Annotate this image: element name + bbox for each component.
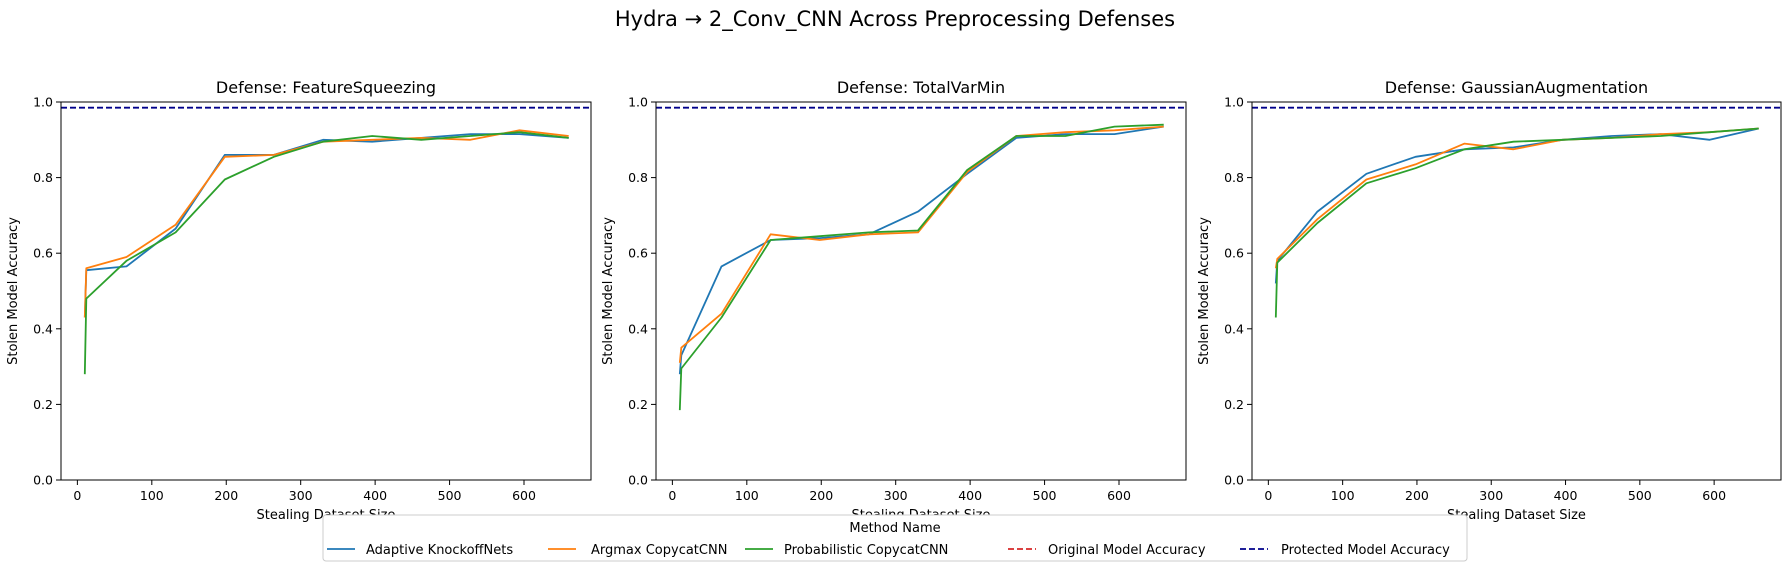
y-tick-label: 1.0 [33, 95, 53, 110]
y-tick-label: 0.8 [33, 170, 53, 185]
y-tick-label: 1.0 [628, 95, 648, 110]
subplot-title: Defense: GaussianAugmentation [1385, 78, 1648, 97]
y-tick-label: 1.0 [1224, 95, 1244, 110]
x-tick-label: 200 [214, 488, 238, 503]
legend-frame [322, 514, 1468, 562]
y-tick-label: 0.0 [33, 473, 53, 488]
legend: Method Name Adaptive KnockoffNets Argmax… [322, 514, 1468, 562]
axes-frame [60, 101, 592, 481]
y-tick-label: 0.8 [1224, 170, 1244, 185]
y-axis-label: Stolen Model Accuracy [6, 217, 21, 365]
x-tick-label: 600 [1702, 488, 1726, 503]
series-line-argmax-copycatcnn [678, 125, 1164, 363]
series-line-probabilistic-copycatcnn [83, 131, 569, 375]
x-tick-label: 300 [884, 488, 908, 503]
x-tick-label: 0 [73, 488, 81, 503]
legend-entry-original-model-accuracy: Original Model Accuracy [1008, 543, 1206, 558]
series-line-adaptive-knockoffnets [83, 133, 569, 318]
legend-title: Method Name [849, 521, 940, 536]
x-tick-label: 400 [1554, 488, 1578, 503]
x-tick-label: 100 [735, 488, 759, 503]
subplot-gaussianaugmentation: Defense: GaussianAugmentation Stealing D… [1197, 78, 1782, 523]
series-line-argmax-copycatcnn [1274, 127, 1759, 269]
figure-title: Hydra → 2_Conv_CNN Across Preprocessing … [615, 7, 1175, 32]
x-tick-label: 100 [1331, 488, 1355, 503]
plot-area [1252, 106, 1781, 318]
x-axis-label: Stealing Dataset Size [1447, 508, 1586, 523]
x-tick-label: 600 [1107, 488, 1131, 503]
y-tick-label: 0.2 [33, 397, 53, 412]
plot-area [61, 106, 591, 375]
legend-entry-argmax-copycatcnn: Argmax CopycatCNN [548, 543, 727, 558]
legend-entry-probabilistic-copycatcnn: Probabilistic CopycatCNN [745, 543, 948, 558]
series-line-adaptive-knockoffnets [678, 125, 1164, 375]
y-tick-label: 0.4 [628, 321, 648, 336]
x-tick-label: 500 [438, 488, 462, 503]
x-tick-label: 200 [1405, 488, 1429, 503]
legend-label: Adaptive KnockoffNets [366, 543, 513, 558]
x-tick-label: 500 [1033, 488, 1057, 503]
y-axis-label: Stolen Model Accuracy [1197, 217, 1212, 365]
y-axis-label: Stolen Model Accuracy [601, 217, 616, 365]
plot-area [656, 106, 1186, 411]
x-tick-label: 100 [140, 488, 164, 503]
y-tick-label: 0.6 [628, 246, 648, 261]
series-line-argmax-copycatcnn [83, 129, 569, 318]
legend-label: Probabilistic CopycatCNN [784, 543, 948, 558]
series-line-probabilistic-copycatcnn [678, 123, 1164, 411]
axes-frame [1251, 101, 1782, 481]
x-tick-label: 0 [1264, 488, 1272, 503]
x-tick-label: 400 [958, 488, 982, 503]
legend-entry-protected-model-accuracy: Protected Model Accuracy [1240, 543, 1450, 558]
legend-label: Argmax CopycatCNN [591, 543, 727, 558]
axes-frame [655, 101, 1187, 481]
subplot-totalvarmin: Defense: TotalVarMin Stealing Dataset Si… [601, 78, 1187, 523]
y-tick-label: 0.0 [628, 473, 648, 488]
series-line-probabilistic-copycatcnn [1274, 127, 1759, 318]
subplot-title: Defense: TotalVarMin [837, 78, 1005, 97]
x-tick-label: 600 [512, 488, 536, 503]
x-tick-label: 300 [289, 488, 313, 503]
x-tick-label: 400 [363, 488, 387, 503]
legend-entry-adaptive-knockoffnets: Adaptive KnockoffNets [327, 543, 513, 558]
x-tick-label: 200 [809, 488, 833, 503]
y-tick-label: 0.6 [1224, 246, 1244, 261]
x-tick-label: 500 [1628, 488, 1652, 503]
series-line-adaptive-knockoffnets [1274, 127, 1759, 284]
y-tick-label: 0.2 [1224, 397, 1244, 412]
y-tick-label: 0.0 [1224, 473, 1244, 488]
y-tick-label: 0.4 [33, 321, 53, 336]
y-tick-label: 0.2 [628, 397, 648, 412]
y-tick-label: 0.4 [1224, 321, 1244, 336]
legend-label: Protected Model Accuracy [1281, 543, 1450, 558]
y-tick-label: 0.6 [33, 246, 53, 261]
y-tick-label: 0.8 [628, 170, 648, 185]
legend-label: Original Model Accuracy [1048, 543, 1206, 558]
x-tick-label: 0 [668, 488, 676, 503]
subplot-featuresqueezing: Defense: FeatureSqueezing Stealing Datas… [6, 78, 592, 523]
subplot-title: Defense: FeatureSqueezing [216, 78, 436, 97]
x-tick-label: 300 [1479, 488, 1503, 503]
